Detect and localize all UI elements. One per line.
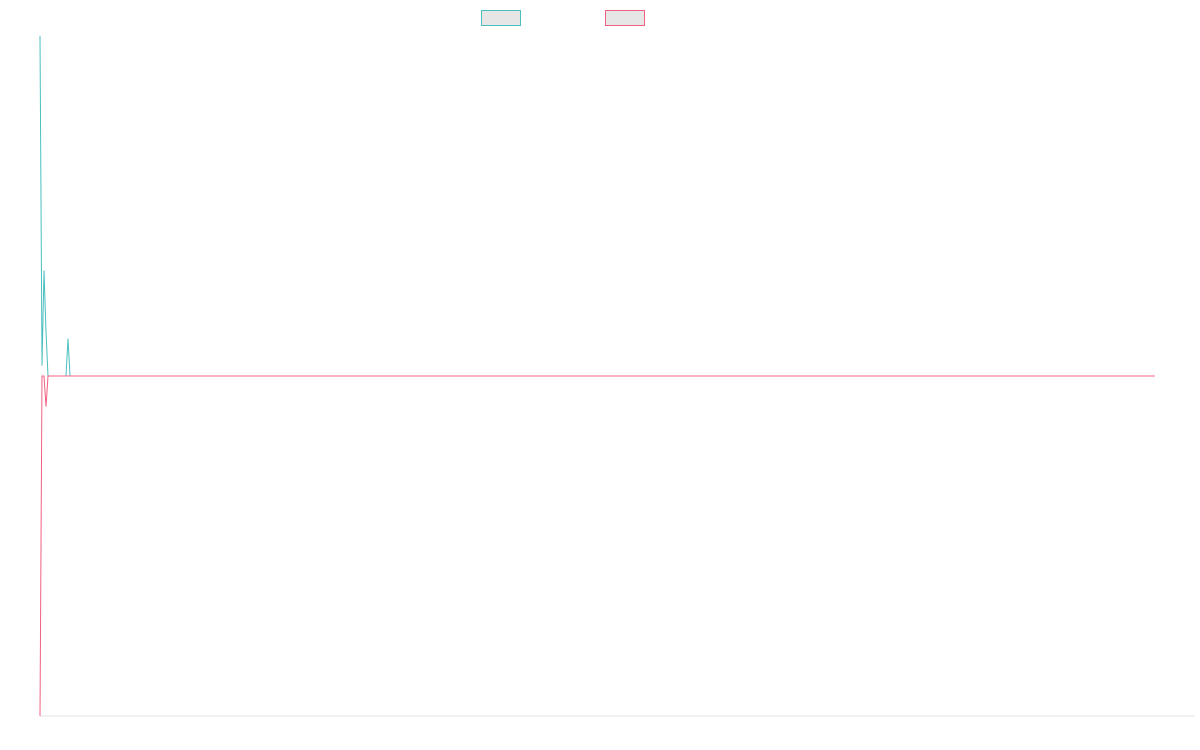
legend[interactable] (481, 10, 645, 26)
legend-swatch-2[interactable] (605, 10, 645, 26)
series-group (39, 35, 1155, 717)
legend-swatch-1[interactable] (481, 10, 521, 26)
series-line-1 (39, 35, 1147, 377)
series-line-2 (39, 375, 1155, 717)
